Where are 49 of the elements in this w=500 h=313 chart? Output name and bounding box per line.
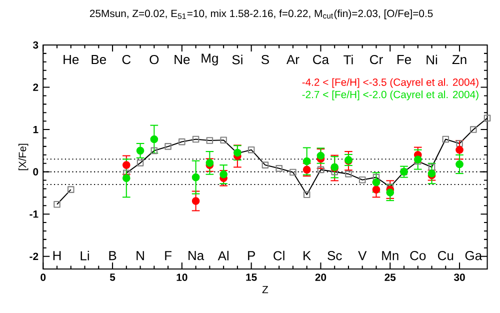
x-tick-label: 25 bbox=[384, 274, 396, 281]
annotation: P bbox=[248, 251, 255, 260]
x-tick-label: 15 bbox=[246, 274, 257, 281]
y-tick-label: -2 bbox=[30, 252, 38, 260]
text: -4.2 < [Fe/H] <-3.5 (Cayrel et al. 2004) bbox=[302, 78, 478, 88]
annotation: Al bbox=[218, 250, 228, 260]
x-tick-label: 0 bbox=[40, 274, 46, 281]
annotation: Fe bbox=[397, 54, 412, 64]
annotation: F bbox=[165, 251, 172, 260]
annotation: Mn bbox=[382, 251, 398, 260]
y-axis-title: [X/Fe] bbox=[18, 144, 28, 170]
annotation: Zn bbox=[452, 55, 466, 64]
x-tick-label: 10 bbox=[176, 274, 188, 281]
annotation: C bbox=[122, 54, 131, 64]
x-tick-label: 20 bbox=[315, 274, 326, 281]
annotation: He bbox=[64, 54, 79, 64]
y-tick-label: 3 bbox=[32, 41, 38, 49]
annotation: Si bbox=[232, 54, 242, 64]
annotation: K bbox=[304, 251, 312, 260]
annotation: H bbox=[53, 251, 61, 260]
annotation: Sc bbox=[328, 250, 342, 260]
annotation: Li bbox=[80, 250, 89, 260]
y-tick-label: -1 bbox=[30, 210, 38, 218]
annotation: N bbox=[136, 251, 144, 260]
y-tick-label: 2 bbox=[33, 84, 38, 91]
annotation: Cl bbox=[274, 250, 284, 260]
x-tick-label: 5 bbox=[110, 274, 116, 281]
annotation: Be bbox=[92, 54, 106, 64]
annotation: B bbox=[109, 251, 116, 260]
annotation: O bbox=[150, 54, 159, 64]
x-axis-title: Z bbox=[262, 286, 268, 294]
annotation: Ni bbox=[426, 54, 438, 64]
annotation: Na bbox=[188, 251, 204, 260]
text: -2.7 < [Fe/H] <-2.0 (Cayrel et al. 2004) bbox=[302, 90, 478, 100]
annotation: Co bbox=[410, 250, 426, 260]
y-tick-label: 1 bbox=[33, 126, 38, 134]
x-tick-label: 30 bbox=[454, 274, 465, 281]
annotation: Cr bbox=[370, 54, 383, 64]
annotation: Ca bbox=[313, 54, 330, 64]
annotation: Mg bbox=[202, 54, 218, 66]
annotation: Ar bbox=[286, 55, 300, 64]
annotation: Ti bbox=[344, 54, 353, 64]
y-tick-label: 0 bbox=[33, 168, 38, 176]
annotation: Ne bbox=[174, 54, 190, 64]
annotation: V bbox=[358, 251, 367, 260]
annotation: Ga bbox=[465, 250, 482, 260]
chart-title: 25Msun, Z=0.02, E$_{51}$=10, mix 1.58-2.16, f=0.22, M$_{cut}$(fin)=2.03, [O/Fe]=0.5 bbox=[90, 9, 433, 20]
annotation: S bbox=[261, 54, 269, 64]
annotation: Cu bbox=[438, 250, 454, 260]
